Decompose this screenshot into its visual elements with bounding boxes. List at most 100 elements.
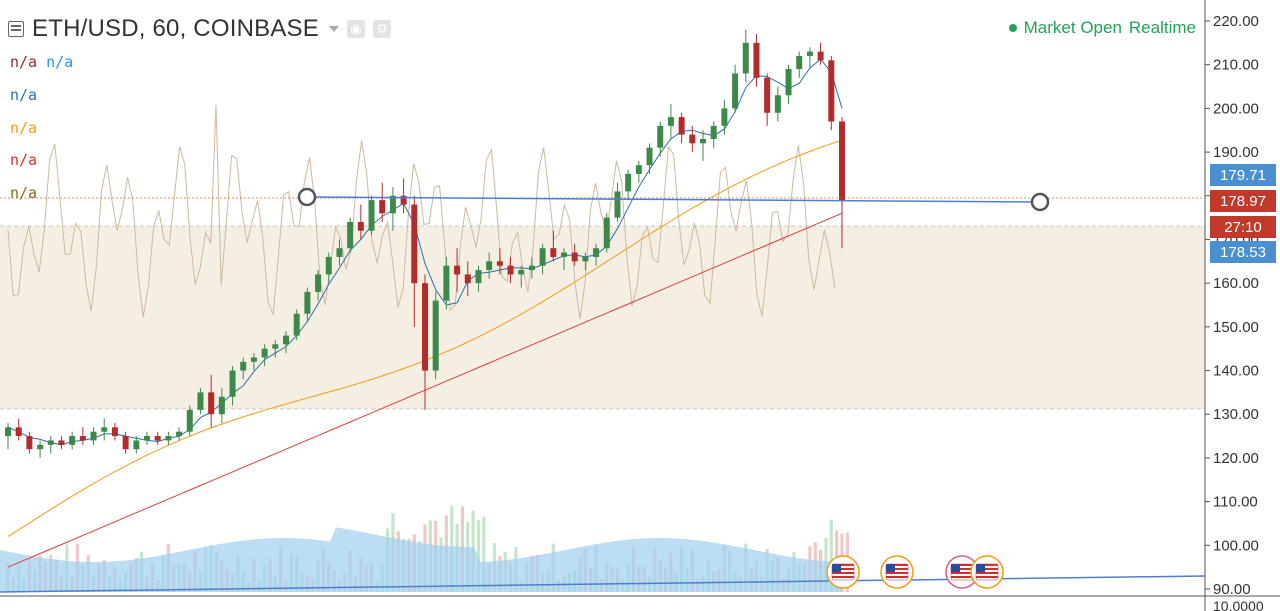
candle-body (240, 361, 247, 371)
candle-body (357, 221, 364, 231)
candle-body (250, 357, 257, 362)
volume-bar (482, 516, 486, 592)
indicator-legend-4[interactable]: n/a (10, 151, 37, 169)
us-flag-icon[interactable] (970, 555, 1004, 589)
candle-body (283, 335, 289, 345)
trendline-handle-left[interactable] (297, 187, 317, 207)
price-axis[interactable]: 220.00210.00200.00190.00180.00170.00160.… (1205, 13, 1259, 598)
candle-body (422, 283, 428, 371)
candle-body (58, 440, 65, 445)
y-axis-tick-label: 110.00 (1213, 494, 1258, 511)
y-axis-tick-label: 120.00 (1213, 450, 1259, 467)
candle-body (197, 392, 204, 410)
candle-body (133, 440, 140, 450)
candle-body (272, 344, 279, 349)
candle-body (839, 121, 845, 201)
candle-body (657, 125, 664, 148)
candle-body (785, 69, 792, 96)
candle-body (828, 60, 835, 122)
countdown-tag: 27:10 (1210, 216, 1276, 238)
indicator-value: n/a (10, 119, 38, 137)
candle-body (47, 440, 54, 445)
candle-body (389, 195, 396, 214)
candle-body (507, 265, 514, 275)
candle-body (261, 348, 268, 358)
price-zone-rectangle[interactable] (0, 226, 1205, 409)
candle-body (379, 200, 386, 214)
collapse-legend-icon[interactable] (8, 21, 24, 37)
y-axis-tick-label: 220.00 (1213, 13, 1259, 30)
market-status: Market Open Realtime (1008, 18, 1196, 38)
realtime-label: Realtime (1128, 18, 1196, 37)
candle-body (646, 147, 653, 166)
candle-body (154, 436, 161, 441)
candle-body (635, 165, 642, 174)
y-axis-tick-label: 100.00 (1213, 537, 1259, 554)
candle-body (37, 444, 44, 450)
candle-body (15, 427, 22, 437)
status-dot-icon (1008, 24, 1017, 32)
candle-body (347, 221, 354, 249)
price-tag-high: 179.71 (1210, 164, 1276, 186)
candle-body (614, 191, 621, 218)
candle-body (111, 427, 118, 437)
volume-bar (476, 520, 481, 592)
candle-body (165, 436, 172, 441)
chevron-down-icon[interactable] (328, 26, 339, 32)
eye-icon[interactable]: ◉ (346, 20, 365, 38)
candlestick-series (5, 29, 845, 458)
us-flag-icon[interactable] (826, 555, 860, 589)
horizontal-trendline[interactable] (306, 196, 1041, 203)
candle-body (539, 248, 546, 266)
indicator-legend-3[interactable]: n/a (10, 119, 37, 137)
trendline-handle-right[interactable] (1030, 192, 1050, 212)
candle-body (593, 248, 600, 257)
volume-bar (829, 519, 833, 592)
y-axis-tick-label: 190.00 (1213, 144, 1259, 161)
candle-body (710, 125, 717, 139)
candle-body (486, 261, 493, 271)
candle-body (518, 270, 525, 275)
event-markers[interactable] (826, 555, 1004, 589)
candle-body (432, 300, 439, 371)
candle-body (144, 436, 150, 441)
candle-body (550, 248, 557, 257)
candle-body (796, 55, 803, 70)
indicator-legend-2[interactable]: n/a (10, 86, 37, 104)
candle-body (101, 427, 108, 432)
candle-body (475, 270, 482, 284)
price-tag-last: 178.97 (1210, 190, 1276, 212)
us-flag-icon[interactable] (945, 555, 979, 589)
candle-body (753, 42, 760, 78)
y-axis-tick-label: 200.00 (1213, 100, 1259, 117)
candle-body (229, 370, 236, 397)
indicator-legend-5[interactable]: n/a (10, 184, 37, 202)
price-tag-low: 178.53 (1210, 241, 1276, 263)
y-axis-tick-label: 90.00 (1213, 581, 1251, 598)
candle-body (700, 138, 706, 144)
indicator-value: n/a (10, 53, 38, 71)
us-flag-icon[interactable] (880, 555, 914, 589)
candle-body (208, 392, 215, 415)
y-axis-tick-label: 150.00 (1213, 319, 1259, 336)
candle-body (400, 195, 407, 205)
volume-trendline[interactable] (0, 575, 1206, 593)
candle-body (561, 252, 567, 257)
candle-body (806, 51, 813, 56)
gear-icon[interactable]: ⚙ (372, 20, 391, 38)
symbol-title[interactable]: ETH/USD, 60, COINBASE (32, 15, 319, 42)
candle-body (603, 217, 610, 249)
candle-body (678, 117, 685, 135)
candle-body (732, 73, 739, 109)
candle-body (186, 409, 193, 432)
indicator-value: n/a (10, 184, 38, 202)
candle-body (122, 436, 129, 450)
indicator-legend-1[interactable]: n/a n/a (10, 53, 73, 71)
candle-body (689, 134, 696, 144)
candle-body (582, 256, 589, 262)
candle-body (90, 431, 97, 441)
candle-body (774, 95, 781, 113)
candle-body (325, 256, 332, 275)
candle-body (304, 291, 311, 314)
